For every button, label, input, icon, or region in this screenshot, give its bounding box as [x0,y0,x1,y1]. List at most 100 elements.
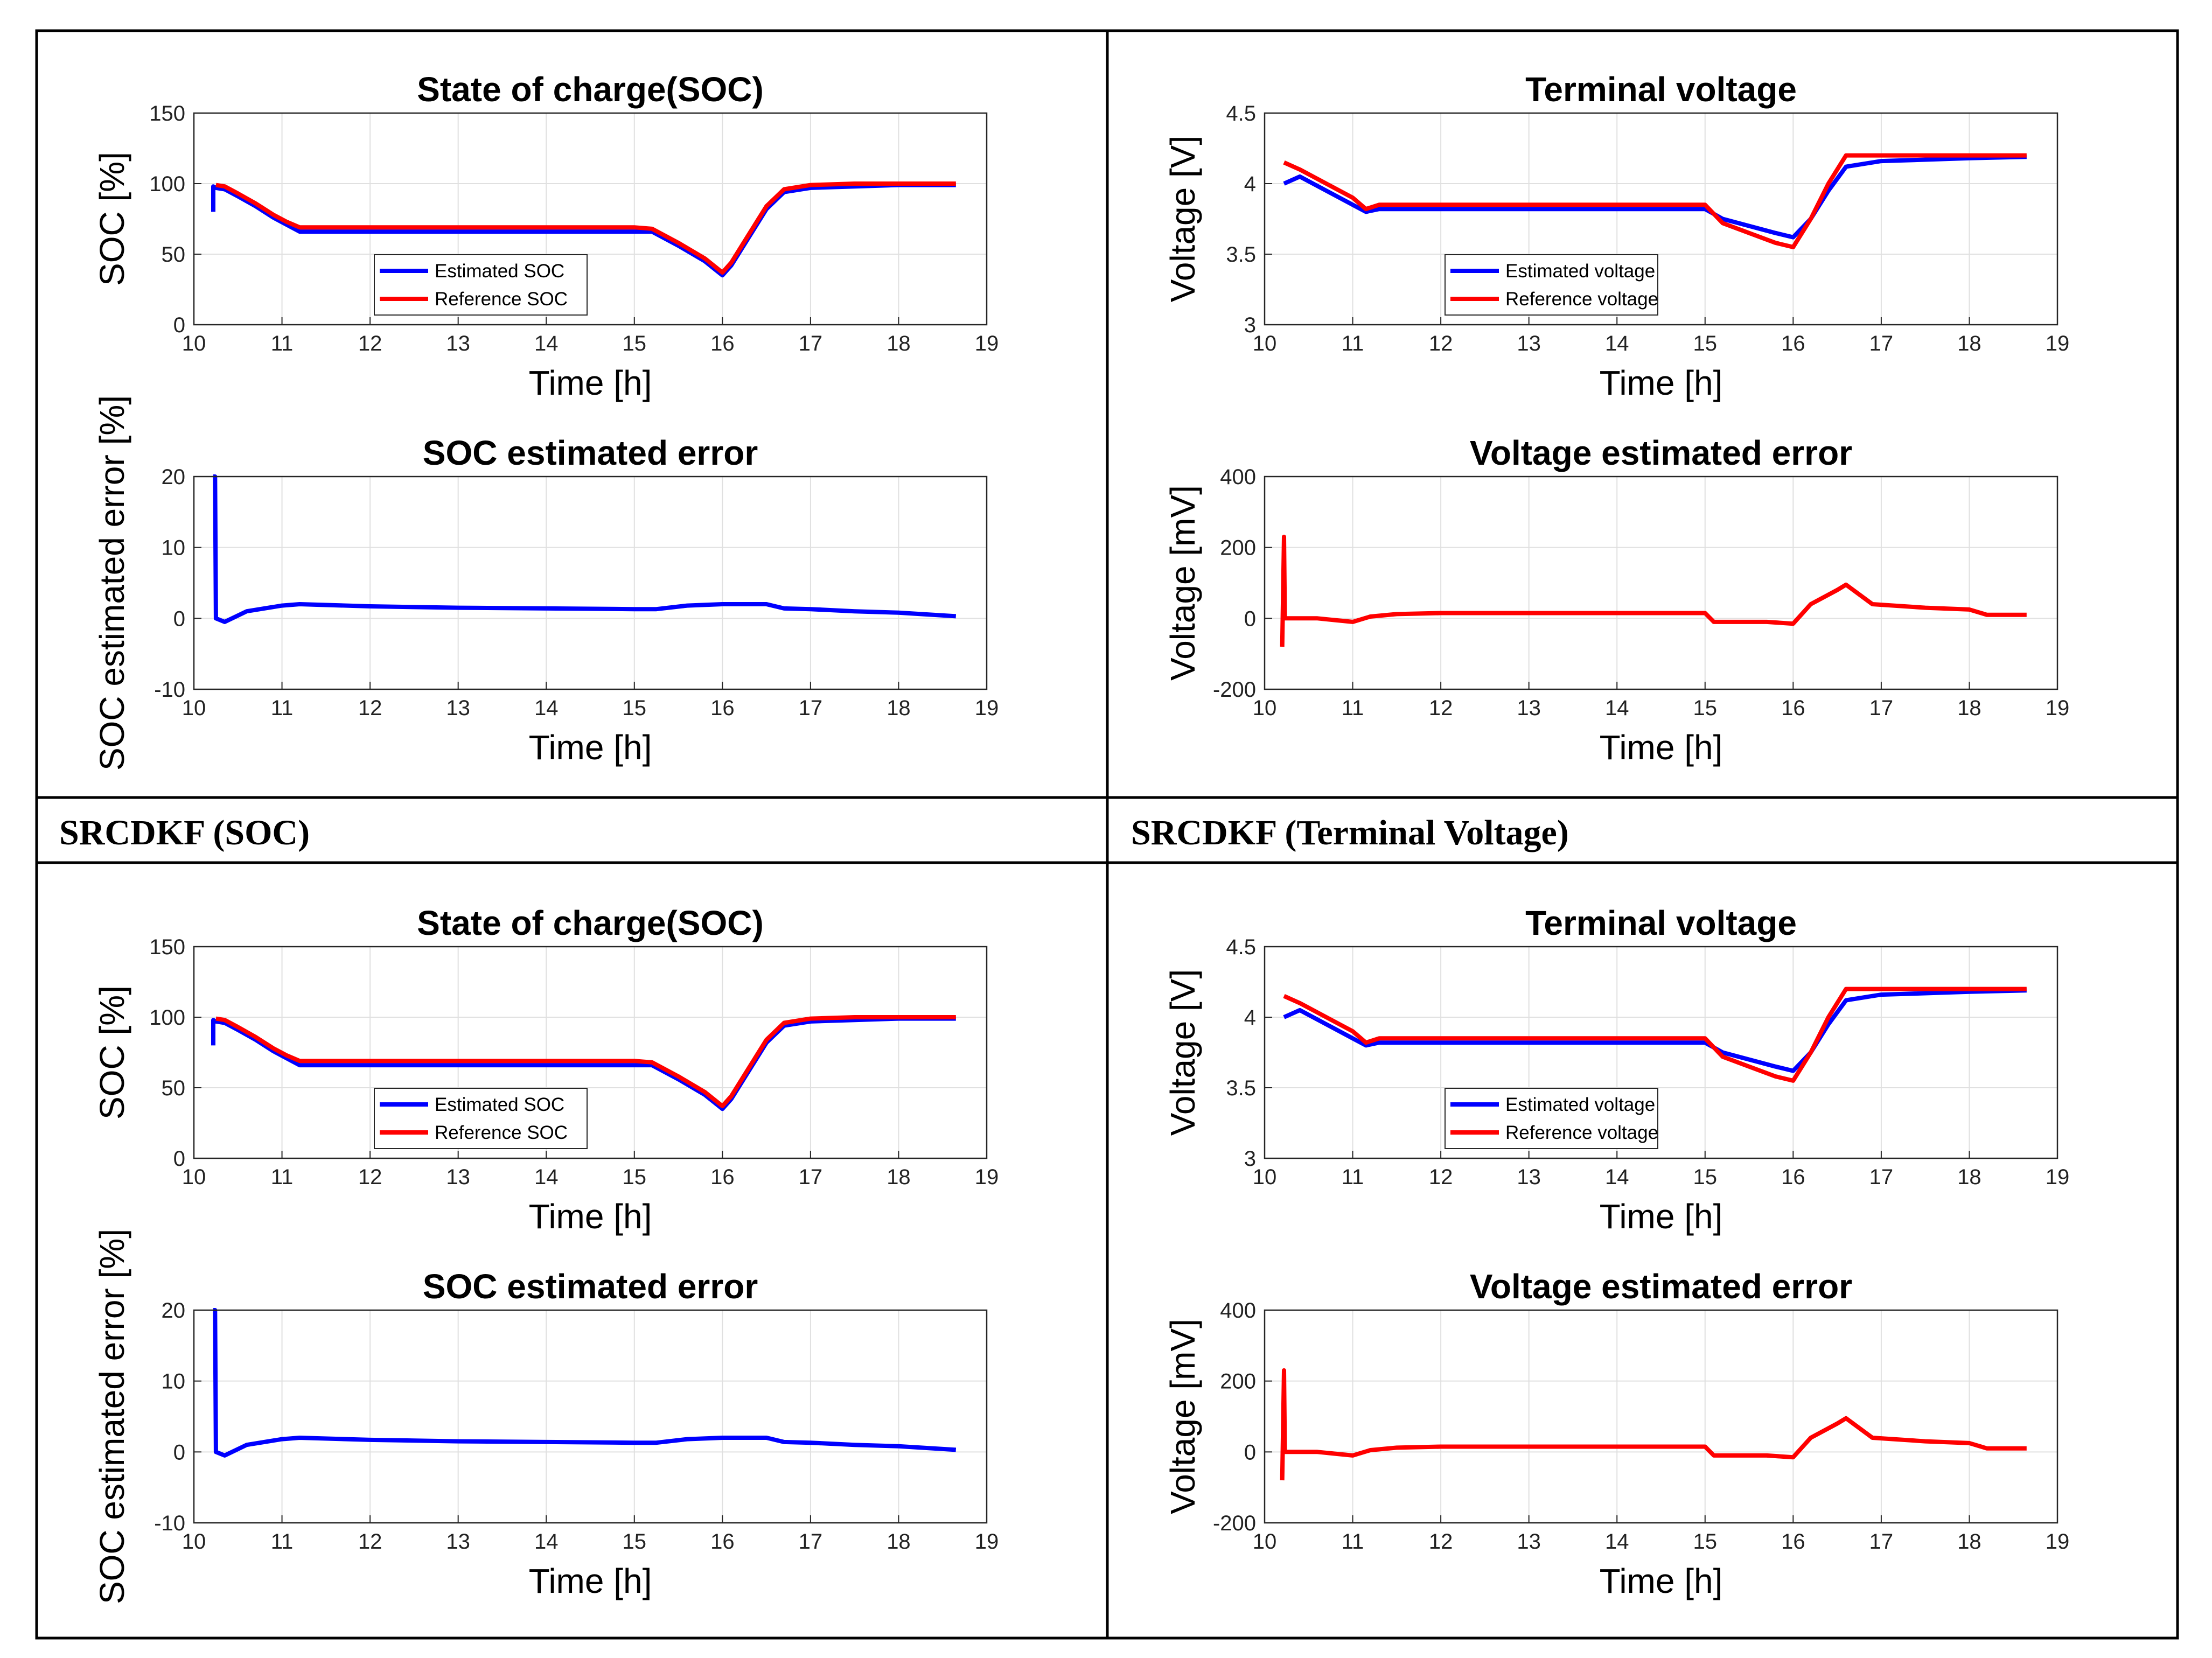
y-axis-label: SOC [%] [93,985,131,1120]
legend-label: Estimated voltage [1505,261,1655,282]
x-axis-label: Time [h] [1600,363,1723,402]
plot-title: SOC estimated error [423,433,758,472]
y-tick-label: 0 [173,607,185,631]
x-tick-label: 17 [799,332,823,355]
x-tick-label: 13 [1517,1530,1541,1554]
y-tick-label: 10 [162,536,186,560]
x-tick-label: 11 [271,1530,294,1554]
axes-frame [1264,946,2059,1159]
legend: Estimated SOC Reference SOC [374,254,588,316]
x-axis-label: Time [h] [529,1562,652,1600]
y-tick-label: 0 [1244,607,1256,631]
y-axis-label: SOC [%] [93,152,131,286]
caption-left: SRCDKF (SOC) [59,813,310,852]
x-axis-label: Time [h] [529,728,652,767]
y-tick-label: -10 [154,1512,185,1535]
x-tick-label: 16 [1781,1530,1805,1554]
axes-frame [1264,1309,2059,1524]
x-tick-label: 12 [358,332,382,355]
plot-title: Voltage estimated error [1470,1267,1852,1306]
y-tick-label: 400 [1220,465,1256,489]
axes-frame [193,1309,988,1524]
y-tick-label: -200 [1213,1512,1256,1535]
series-line-1 [1283,987,2027,1083]
y-tick-label: 0 [173,1440,185,1464]
x-tick-label: 14 [1605,696,1629,720]
x-tick-label: 19 [975,696,999,720]
x-tick-label: 11 [271,1165,294,1189]
x-tick-label: 12 [358,1530,382,1554]
y-tick-label: 4 [1244,1006,1256,1030]
x-tick-label: 17 [799,1530,823,1554]
x-tick-label: 13 [1517,1165,1541,1189]
x-tick-label: 14 [534,696,559,720]
plot-title: Terminal voltage [1525,904,1797,942]
x-tick-label: 10 [182,696,206,720]
y-tick-label: 4.5 [1226,935,1256,959]
plot-title: Voltage estimated error [1470,433,1852,472]
y-tick-label: 0 [1244,1440,1256,1464]
x-tick-label: 13 [446,1530,470,1554]
y-axis-label: Voltage [mV] [1163,1319,1202,1514]
x-tick-label: 18 [1957,696,1981,720]
axes-frame [193,475,988,690]
x-tick-label: 11 [1342,696,1364,720]
legend: Estimated SOC Reference SOC [374,1088,588,1149]
y-tick-label: 400 [1220,1299,1256,1323]
plot-panel-1-0: 10 11 12 13 14 15 16 17 18 19 0 50 100 150 State of ch… [93,904,999,1236]
plot-panel-0-1: 10 11 12 13 14 15 16 17 18 19 -10 0 10 20 SOC estimate… [93,395,999,771]
legend-box [374,254,588,316]
legend-box [374,1088,588,1149]
y-tick-label: 200 [1220,1370,1256,1394]
x-tick-label: 18 [1957,1530,1981,1554]
legend-label: Reference voltage [1505,289,1658,310]
x-tick-label: 13 [1517,696,1541,720]
y-tick-label: 100 [149,172,185,196]
plot-area [194,947,987,1158]
x-tick-label: 11 [271,332,294,355]
x-tick-label: 19 [975,1530,999,1554]
legend-box [1445,254,1658,316]
series-line-1 [1283,153,2027,249]
legend: Estimated voltage Reference voltage [1445,254,1658,316]
x-tick-label: 19 [975,1165,999,1189]
y-tick-label: 4.5 [1226,102,1256,125]
plot-title: Terminal voltage [1525,70,1797,109]
plot-area [194,1310,987,1523]
plot-panel-0-0: 10 11 12 13 14 15 16 17 18 19 0 50 100 150 State of ch… [93,70,999,402]
plot-area [194,477,987,689]
x-tick-label: 12 [358,696,382,720]
x-tick-label: 10 [1253,1165,1277,1189]
x-tick-label: 13 [446,332,470,355]
y-tick-label: 3.5 [1226,243,1256,267]
x-tick-label: 13 [446,696,470,720]
series-line-0 [1283,155,2027,240]
x-tick-label: 18 [887,696,911,720]
y-tick-label: 150 [149,102,185,125]
y-axis-label: Voltage [mV] [1163,485,1202,681]
x-tick-label: 12 [1429,696,1453,720]
x-axis-label: Time [h] [529,363,652,402]
y-tick-label: -10 [154,678,185,702]
x-tick-label: 15 [1693,332,1718,355]
x-tick-label: 15 [623,1165,647,1189]
x-tick-label: 13 [1517,332,1541,355]
x-tick-label: 15 [1693,1530,1718,1554]
plot-area [1265,477,2057,689]
x-axis-label: Time [h] [1600,728,1723,767]
plot-area [1265,947,2057,1158]
plot-title: SOC estimated error [423,1267,758,1306]
x-tick-label: 19 [2046,696,2070,720]
y-tick-label: 0 [173,1147,185,1171]
plot-area [1265,1310,2057,1523]
plot-panel-1-2: 10 11 12 13 14 15 16 17 18 19 3 3.5 4 4.5 Terminal vol… [1163,904,2069,1236]
axes-frame [1264,475,2059,690]
x-tick-label: 15 [623,696,647,720]
axes-frame [1264,112,2059,326]
y-tick-label: 4 [1244,172,1256,196]
x-tick-label: 12 [1429,1530,1453,1554]
plot-panel-0-2: 10 11 12 13 14 15 16 17 18 19 3 3.5 4 4.5 Terminal vol… [1163,70,2069,402]
y-tick-label: 10 [162,1370,186,1394]
